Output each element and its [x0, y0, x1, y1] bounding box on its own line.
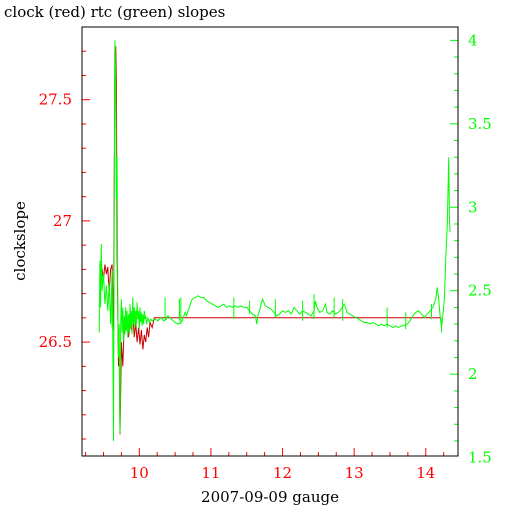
- plot-frame: [81, 26, 459, 457]
- x-tick-label: 14: [416, 464, 435, 482]
- x-axis-label: 2007-09-09 gauge: [201, 488, 339, 506]
- y-right-tick-label: 3.5: [468, 115, 492, 133]
- y-right-tick-label: 2: [468, 365, 478, 383]
- y-left-tick-label: 26.5: [39, 333, 72, 351]
- y-right-tick-label: 3: [468, 198, 478, 216]
- y-right-tick-label: 1.5: [468, 449, 492, 467]
- axis-layer: 26.5 27 27.5 1.5 2 2.5 3 3.5 4 10 11 12 13 14: [39, 26, 492, 482]
- chart-title: clock (red) rtc (green) slopes: [4, 3, 225, 21]
- x-tick-label: 11: [201, 464, 220, 482]
- series-clock-line: [100, 46, 442, 435]
- series-layer: [98, 40, 451, 442]
- y-right-tick-label: 4: [468, 31, 478, 49]
- x-tick-label: 13: [345, 464, 364, 482]
- y-right-tick-label: 2.5: [468, 282, 492, 300]
- y-left-tick-label: 27.5: [39, 91, 72, 109]
- x-tick-label: 10: [130, 464, 149, 482]
- y-axis-label: clockslope: [11, 201, 29, 281]
- x-tick-label: 12: [273, 464, 292, 482]
- y-left-tick-label: 27: [53, 212, 72, 230]
- series-rtc-line: [98, 40, 451, 442]
